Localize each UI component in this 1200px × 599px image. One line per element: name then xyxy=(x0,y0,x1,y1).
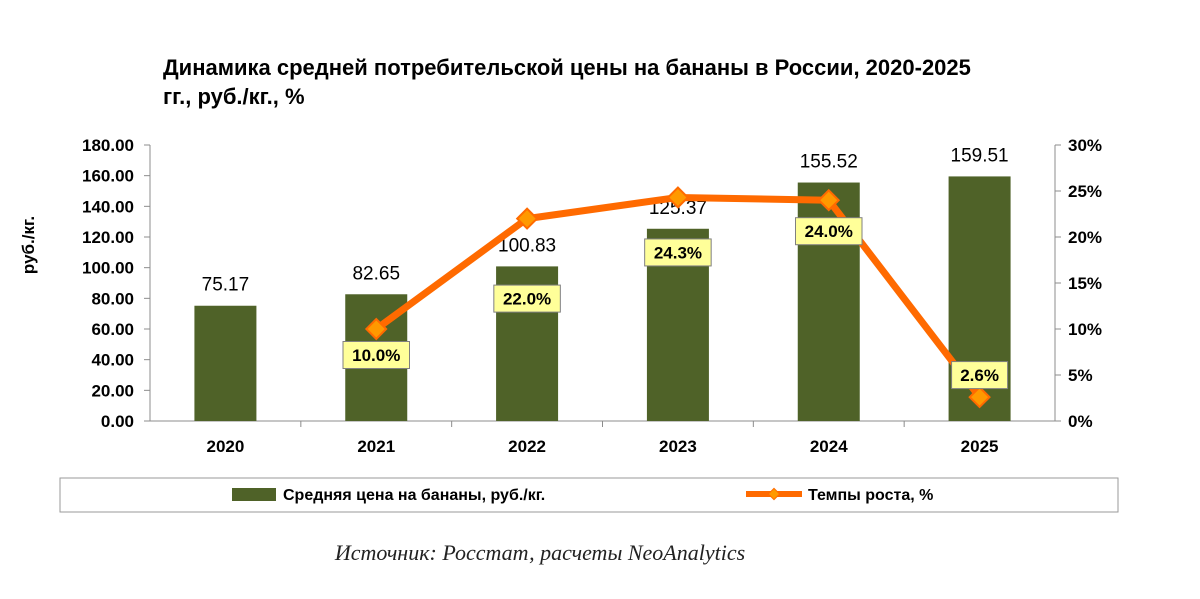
y2-tick-label: 20% xyxy=(1068,228,1102,247)
y-tick-label: 100.00 xyxy=(82,259,134,278)
y-tick-label: 40.00 xyxy=(91,351,134,370)
growth-line xyxy=(364,186,991,409)
x-tick-label: 2024 xyxy=(810,437,848,456)
bar-value-label: 159.51 xyxy=(951,145,1009,166)
legend-line-label: Темпы роста, % xyxy=(808,487,933,504)
chart-title-line2: гг., руб./кг., % xyxy=(163,84,305,109)
growth-label: 2.6% xyxy=(960,366,999,385)
growth-label-box xyxy=(951,361,1009,390)
x-tick-label: 2025 xyxy=(961,437,999,456)
growth-labels: 10.0% 22.0% 24.3% 24.0% 2.6% xyxy=(342,217,1009,390)
bars xyxy=(194,176,1011,421)
y-tick-label: 140.00 xyxy=(82,197,134,216)
y-tick-label: 180.00 xyxy=(82,136,134,155)
legend-box xyxy=(59,477,1119,513)
bar-value-label: 75.17 xyxy=(202,275,250,296)
y2-tick-label: 30% xyxy=(1068,136,1102,155)
growth-marker xyxy=(515,207,539,230)
growth-label-box xyxy=(493,284,561,313)
legend: Средняя цена на бананы, руб./кг. Темпы р… xyxy=(59,477,1119,513)
x-tick-label: 2023 xyxy=(659,437,697,456)
growth-label: 10.0% xyxy=(352,346,400,365)
bar-value-label: 82.65 xyxy=(352,263,400,284)
x-tick-label: 2022 xyxy=(508,437,546,456)
y-tick-label: 0.00 xyxy=(101,412,134,431)
y-axis-label: руб./кг. xyxy=(19,216,38,274)
growth-marker xyxy=(666,186,690,209)
y2-tick-label: 0% xyxy=(1068,412,1093,431)
legend-bar-label: Средняя цена на бананы, руб./кг. xyxy=(283,487,545,504)
bar-value-label: 155.52 xyxy=(800,152,858,173)
y-tick-label: 80.00 xyxy=(91,289,134,308)
y-tick-label: 20.00 xyxy=(91,381,134,400)
y2-tick-label: 10% xyxy=(1068,320,1102,339)
bar-value-label: 100.83 xyxy=(498,235,556,256)
legend-bar-swatch xyxy=(232,488,276,501)
axes: 0.00 20.00 40.00 60.00 80.00 100.00 120.00 140.… xyxy=(82,136,1102,456)
growth-marker xyxy=(817,188,841,212)
y-tick-label: 160.00 xyxy=(82,167,134,186)
growth-label: 22.0% xyxy=(503,290,551,309)
growth-marker xyxy=(364,317,388,341)
chart-title-line1: Динамика средней потребительской цены на… xyxy=(163,55,971,80)
growth-label: 24.0% xyxy=(805,222,853,241)
x-tick-label: 2020 xyxy=(207,437,245,456)
y2-tick-label: 15% xyxy=(1068,274,1102,293)
y2-tick-label: 5% xyxy=(1068,366,1093,385)
bar xyxy=(194,305,257,421)
growth-label: 24.3% xyxy=(654,243,702,262)
y-tick-label: 60.00 xyxy=(91,320,134,339)
legend-marker-swatch xyxy=(767,487,781,501)
growth-label-box xyxy=(795,217,863,246)
y-tick-label: 120.00 xyxy=(82,228,134,247)
y2-tick-label: 25% xyxy=(1068,182,1102,201)
growth-label-box xyxy=(342,341,410,369)
x-tick-label: 2021 xyxy=(357,437,395,456)
growth-label-box xyxy=(644,238,712,267)
growth-marker xyxy=(968,385,991,409)
source-note: Источник: Росстат, расчеты NeoAnalytics xyxy=(334,540,745,565)
